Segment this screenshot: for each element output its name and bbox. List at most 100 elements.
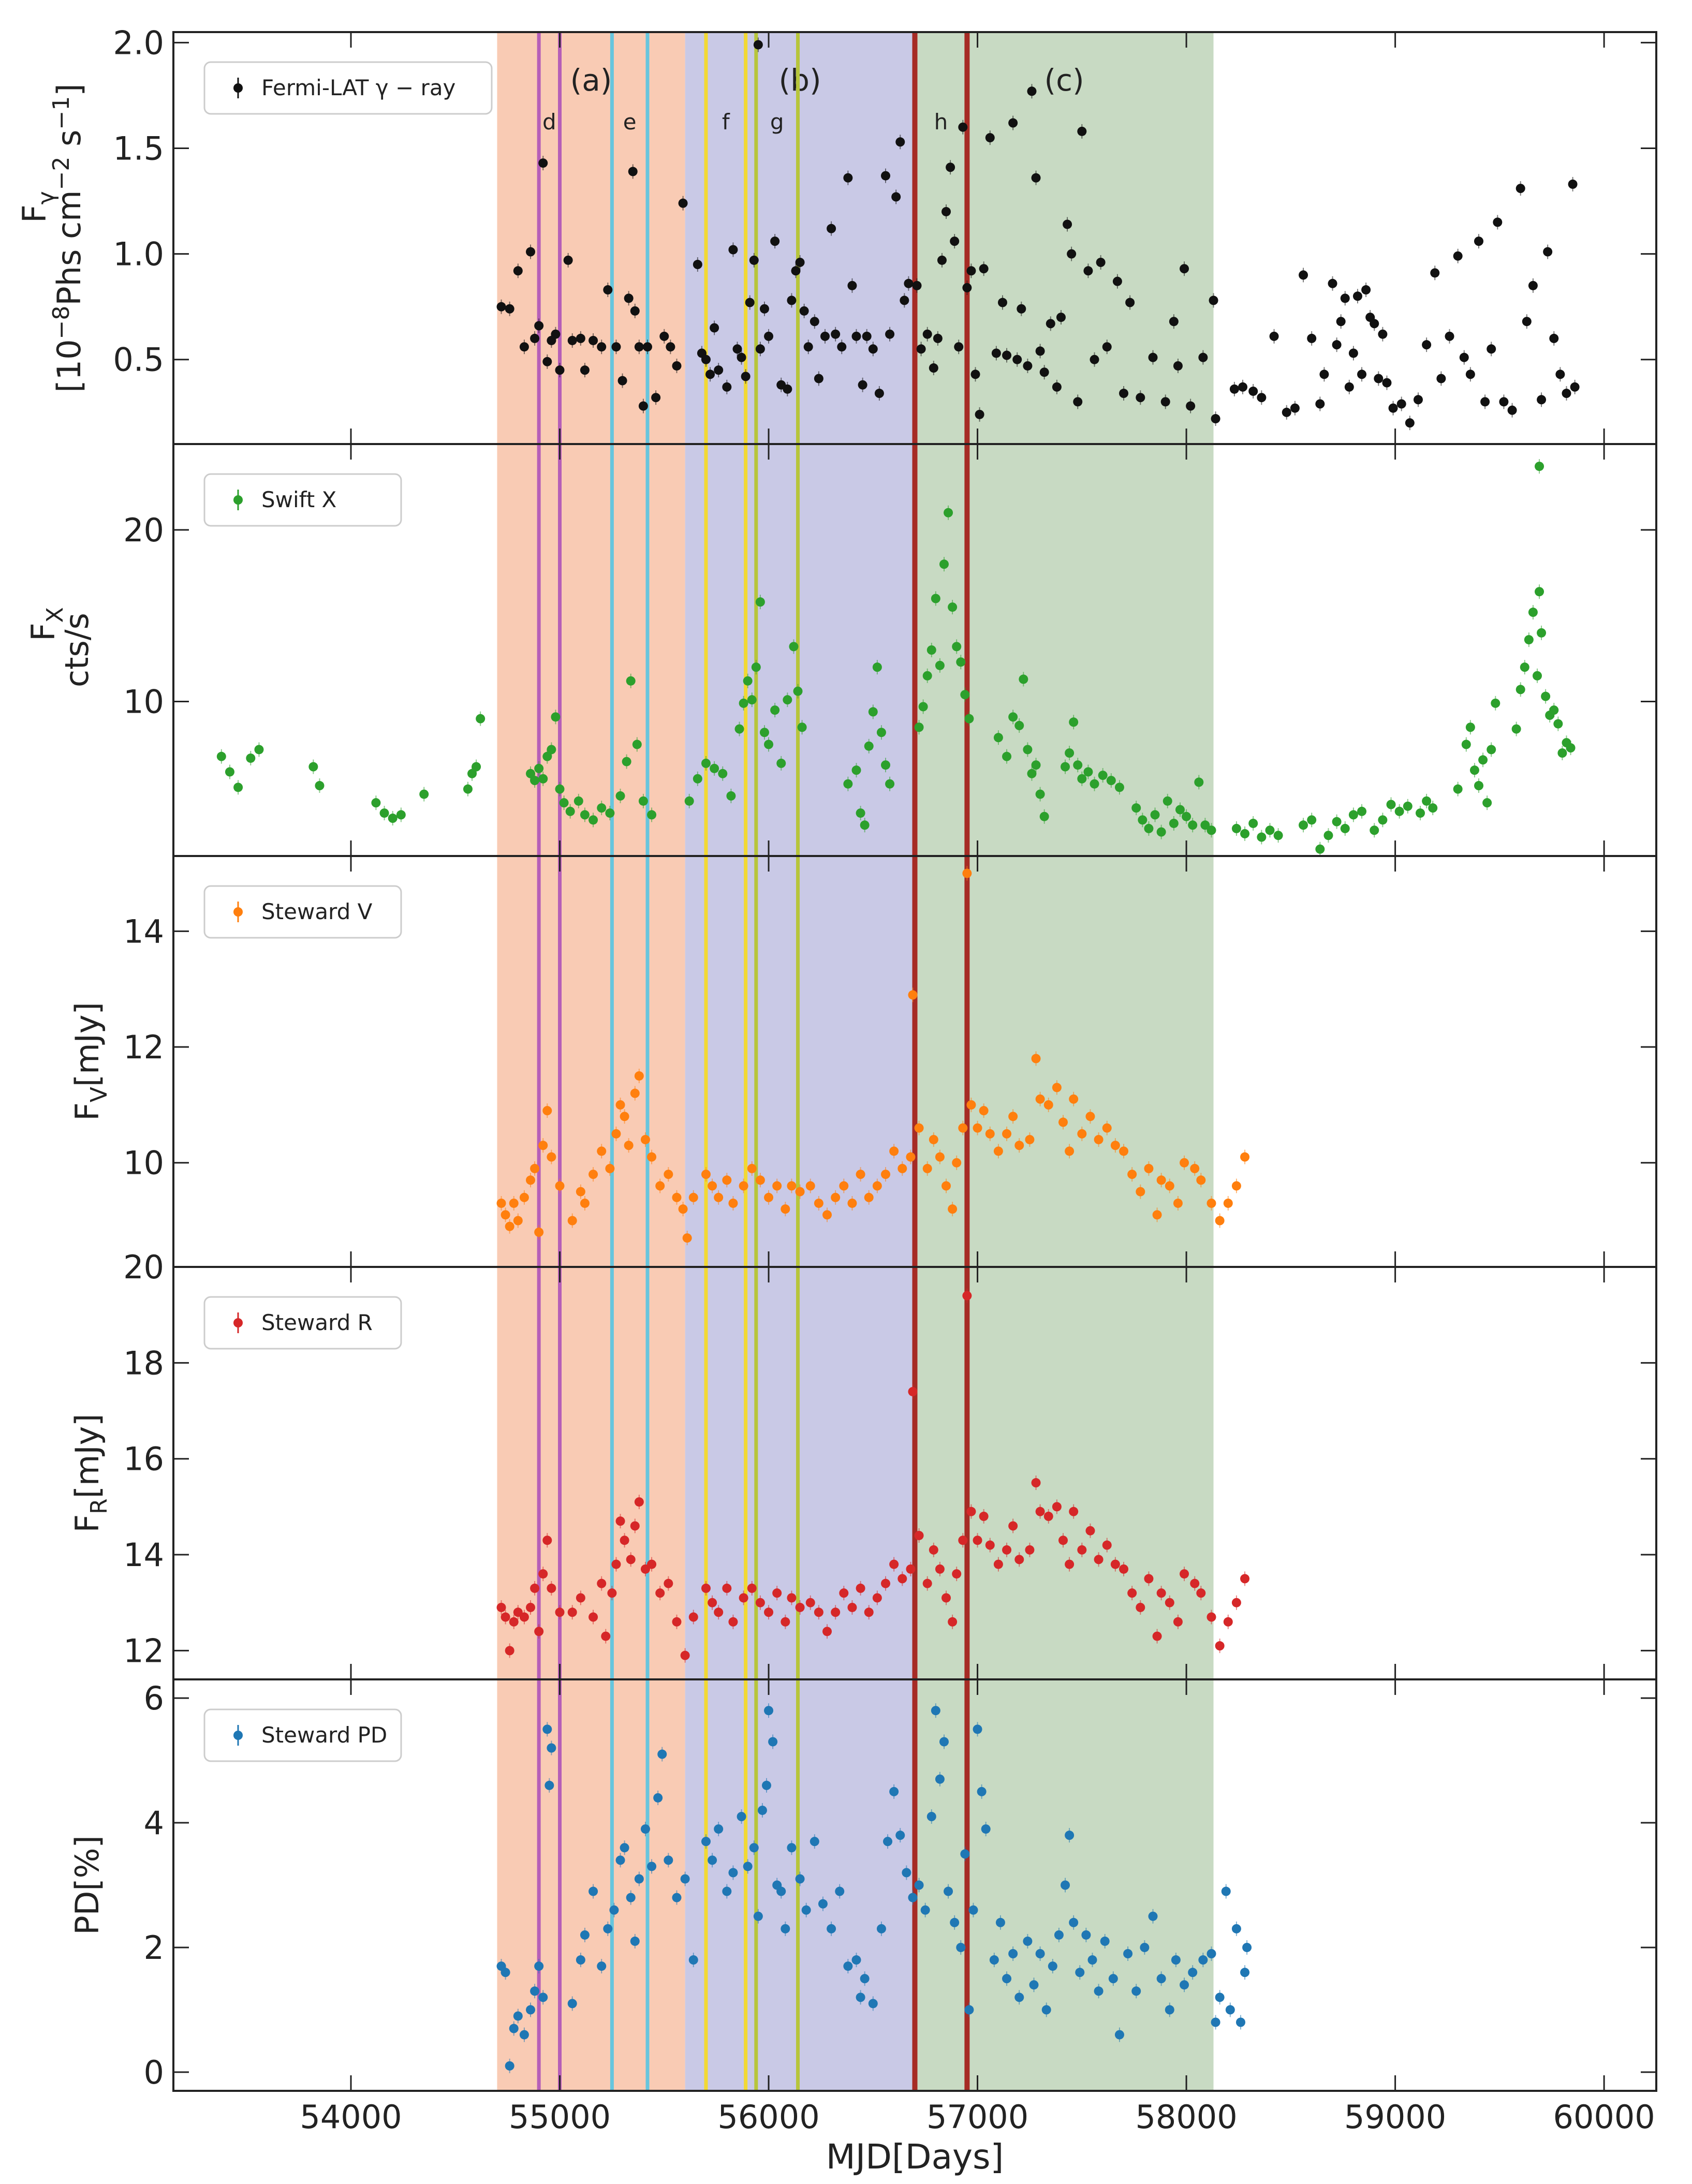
data-point bbox=[776, 758, 786, 768]
data-point bbox=[672, 1192, 682, 1202]
data-point bbox=[1240, 1152, 1250, 1162]
legend-box bbox=[203, 885, 402, 939]
data-point bbox=[895, 1831, 905, 1840]
y-label-sub: γ bbox=[33, 191, 60, 204]
data-point bbox=[542, 1724, 552, 1734]
legend-box bbox=[203, 1708, 402, 1762]
data-point bbox=[1215, 1993, 1225, 2002]
data-point bbox=[979, 264, 989, 274]
data-point bbox=[1052, 1502, 1062, 1512]
data-point bbox=[1008, 712, 1018, 722]
data-point bbox=[630, 306, 640, 316]
data-point bbox=[900, 296, 909, 305]
data-point bbox=[555, 1607, 565, 1617]
data-point bbox=[726, 791, 736, 801]
data-point bbox=[615, 791, 625, 801]
data-point bbox=[1190, 1578, 1200, 1588]
data-point bbox=[682, 1233, 692, 1243]
data-point bbox=[839, 1181, 849, 1191]
data-point bbox=[1140, 1942, 1150, 1952]
data-point bbox=[1019, 674, 1028, 684]
y-tick-label: 16 bbox=[123, 1440, 164, 1478]
legend-marker bbox=[233, 1318, 243, 1327]
data-point bbox=[1231, 1924, 1241, 1934]
data-point bbox=[939, 559, 949, 569]
data-point bbox=[1413, 395, 1423, 405]
data-point bbox=[753, 40, 763, 50]
data-point bbox=[889, 1787, 899, 1796]
panel-gamma: 0.5 1.0 1.5 2.0 Fermi-LAT γ − ray Fγ[10−8Phs … bbox=[16, 24, 1656, 431]
y-axis-label: PD[%] bbox=[68, 1835, 106, 1935]
data-point bbox=[680, 1650, 690, 1660]
data-point bbox=[810, 1837, 819, 1847]
data-point bbox=[956, 1942, 966, 1952]
y-tick-label: 1.5 bbox=[113, 130, 164, 168]
data-point bbox=[1231, 1598, 1241, 1607]
data-point bbox=[818, 1899, 828, 1909]
y-label-sub: R bbox=[86, 1498, 112, 1514]
data-point bbox=[1156, 1588, 1166, 1598]
data-point bbox=[1570, 382, 1580, 392]
y-label: FV[mJy] bbox=[68, 1002, 112, 1121]
data-point bbox=[1169, 317, 1179, 327]
data-point bbox=[908, 1386, 918, 1396]
data-point bbox=[526, 2005, 536, 2015]
y-label-line2: cts/s bbox=[58, 613, 96, 687]
data-point bbox=[960, 690, 970, 700]
data-point bbox=[308, 762, 318, 772]
data-point bbox=[542, 357, 552, 366]
data-point bbox=[1403, 801, 1413, 811]
data-point bbox=[1553, 719, 1563, 729]
data-point bbox=[1231, 1181, 1241, 1191]
data-point bbox=[1282, 407, 1291, 417]
data-point bbox=[1459, 352, 1469, 362]
data-point bbox=[922, 1163, 932, 1173]
data-point bbox=[701, 355, 711, 364]
data-point bbox=[542, 1536, 552, 1545]
data-point bbox=[908, 1893, 918, 1902]
data-point bbox=[1225, 2005, 1235, 2015]
data-point bbox=[526, 247, 536, 257]
data-point bbox=[1566, 743, 1576, 753]
data-point bbox=[966, 266, 976, 276]
data-point bbox=[745, 298, 755, 307]
data-point bbox=[1180, 1980, 1189, 1990]
data-point bbox=[688, 1612, 698, 1622]
data-point bbox=[914, 722, 924, 732]
data-point bbox=[573, 796, 583, 806]
data-point bbox=[962, 1291, 972, 1301]
data-point bbox=[1094, 1555, 1104, 1565]
data-point bbox=[1035, 1949, 1045, 1958]
data-point bbox=[1002, 1545, 1012, 1555]
x-axis-label: MJD[Days] bbox=[826, 2137, 1004, 2177]
data-point bbox=[1516, 184, 1525, 194]
data-point bbox=[576, 1187, 585, 1197]
data-point bbox=[1491, 698, 1500, 708]
data-point bbox=[622, 757, 631, 766]
data-point bbox=[868, 1999, 878, 2009]
data-point bbox=[1480, 397, 1490, 407]
data-point bbox=[1165, 1181, 1174, 1191]
data-point bbox=[768, 1737, 778, 1747]
legend-box bbox=[203, 473, 402, 527]
data-point bbox=[655, 1588, 665, 1598]
data-point bbox=[664, 1578, 673, 1588]
data-point bbox=[496, 1198, 506, 1208]
data-point bbox=[588, 1170, 598, 1179]
data-point bbox=[966, 1100, 976, 1110]
data-point bbox=[749, 1843, 759, 1853]
data-point bbox=[530, 1583, 540, 1593]
y-label-unit: [mJy] bbox=[68, 1414, 106, 1499]
data-point bbox=[1075, 1968, 1085, 1978]
data-point bbox=[1336, 317, 1346, 327]
x-tick-label: 55000 bbox=[509, 2098, 611, 2136]
data-point bbox=[728, 1198, 738, 1208]
data-point bbox=[891, 192, 901, 202]
data-point bbox=[1119, 389, 1129, 399]
data-point bbox=[1058, 1536, 1068, 1545]
x-axis: 54000 55000 56000 57000 58000 59000 60000 MJD[D… bbox=[300, 2098, 1655, 2177]
data-point bbox=[1102, 1540, 1112, 1550]
data-point bbox=[1031, 1478, 1041, 1488]
data-point bbox=[1023, 361, 1033, 371]
data-point bbox=[1073, 397, 1083, 407]
